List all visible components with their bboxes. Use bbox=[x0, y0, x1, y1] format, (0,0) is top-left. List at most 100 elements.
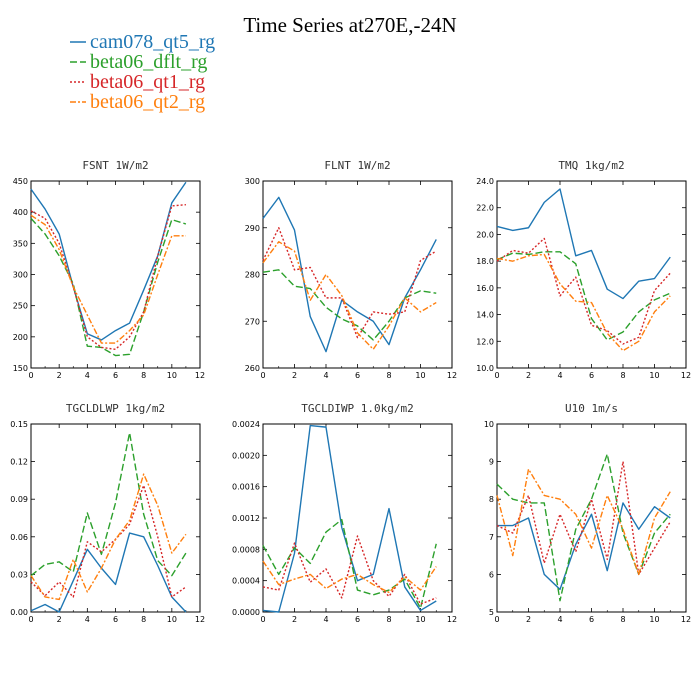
x-tick-label: 6 bbox=[589, 371, 594, 380]
x-tick-label: 0 bbox=[260, 371, 265, 380]
x-tick-label: 12 bbox=[195, 371, 205, 380]
x-tick-label: 12 bbox=[681, 615, 691, 624]
chart-panel: FLNT 1W/m2 0 2 4 6 8 10 12 260 270 280 290 300 bbox=[245, 159, 457, 380]
series-line-beta06_qt1_rg bbox=[30, 484, 187, 598]
y-tick-label: 5 bbox=[489, 608, 494, 617]
y-tick-label: 0.00 bbox=[10, 608, 28, 617]
x-tick-label: 8 bbox=[620, 371, 625, 380]
series-line-beta06_dflt_rg bbox=[262, 518, 437, 609]
series-line-beta06_qt2_rg bbox=[496, 253, 671, 352]
chart-title: TGCLDLWP 1kg/m2 bbox=[66, 402, 165, 415]
series-line-beta06_qt2_rg bbox=[30, 473, 187, 601]
series-line-beta06_qt2_rg bbox=[30, 214, 186, 344]
y-tick-label: 0.03 bbox=[10, 570, 28, 579]
legend-item: cam078_qt5_rg bbox=[70, 31, 215, 53]
series-line-beta06_dflt_rg bbox=[30, 217, 187, 357]
x-tick-label: 4 bbox=[85, 371, 90, 380]
x-tick-label: 0 bbox=[494, 371, 499, 380]
series-line-beta06_qt2_rg bbox=[262, 560, 437, 594]
y-tick-label: 9 bbox=[489, 458, 494, 467]
series-line-beta06_dflt_rg bbox=[496, 453, 671, 602]
series-line-cam078_qt5_rg bbox=[30, 532, 187, 613]
series-line-beta06_qt1_rg bbox=[262, 535, 437, 605]
y-tick-label: 0.0000 bbox=[232, 608, 260, 617]
y-tick-label: 250 bbox=[13, 302, 28, 311]
chart-title: TMQ 1kg/m2 bbox=[558, 159, 624, 172]
chart-title: FSNT 1W/m2 bbox=[82, 159, 148, 172]
x-tick-label: 12 bbox=[195, 615, 205, 624]
x-tick-label: 4 bbox=[323, 371, 328, 380]
x-tick-label: 12 bbox=[447, 371, 457, 380]
plot-frame bbox=[262, 180, 453, 369]
y-tick-label: 150 bbox=[13, 364, 28, 373]
series-line-cam078_qt5_rg bbox=[30, 181, 187, 341]
x-tick-label: 8 bbox=[386, 371, 391, 380]
y-tick-label: 8 bbox=[489, 495, 494, 504]
x-tick-label: 0 bbox=[260, 615, 265, 624]
x-tick-label: 0 bbox=[28, 371, 33, 380]
y-tick-label: 7 bbox=[489, 533, 494, 542]
x-tick-label: 4 bbox=[557, 371, 562, 380]
x-tick-label: 10 bbox=[649, 615, 659, 624]
y-tick-label: 0.06 bbox=[10, 533, 28, 542]
x-tick-label: 0 bbox=[494, 615, 499, 624]
y-tick-label: 0.0008 bbox=[232, 545, 260, 554]
y-tick-label: 10 bbox=[484, 420, 494, 429]
chart-panel: TMQ 1kg/m2 0 2 4 6 8 10 12 10.0 12.0 14.0 16.0 18.0 2… bbox=[476, 159, 691, 380]
plot-frame bbox=[30, 180, 201, 369]
legend-label: beta06_qt2_rg bbox=[90, 91, 205, 113]
series-line-beta06_qt1_rg bbox=[30, 203, 186, 350]
x-tick-label: 2 bbox=[292, 615, 297, 624]
x-tick-label: 6 bbox=[113, 371, 118, 380]
y-tick-label: 350 bbox=[13, 239, 28, 248]
x-tick-label: 10 bbox=[167, 371, 177, 380]
series-line-cam078_qt5_rg bbox=[497, 502, 671, 591]
x-tick-label: 6 bbox=[113, 615, 118, 624]
y-tick-label: 300 bbox=[245, 177, 260, 186]
chart-title: U10 1m/s bbox=[565, 402, 618, 415]
y-tick-label: 14.0 bbox=[476, 311, 494, 320]
x-tick-label: 6 bbox=[589, 615, 594, 624]
series-line-beta06_dflt_rg bbox=[262, 269, 437, 341]
y-tick-label: 12.0 bbox=[476, 337, 494, 346]
y-tick-label: 22.0 bbox=[476, 204, 494, 213]
legend: cam078_qt5_rgbeta06_dflt_rgbeta06_qt1_rg… bbox=[70, 31, 215, 113]
y-tick-label: 10.0 bbox=[476, 364, 494, 373]
figure-title: Time Series at270E,-24N bbox=[243, 13, 456, 37]
y-tick-label: 0.0004 bbox=[232, 577, 260, 586]
y-tick-label: 280 bbox=[245, 271, 260, 280]
x-tick-label: 2 bbox=[292, 371, 297, 380]
y-tick-label: 16.0 bbox=[476, 284, 494, 293]
x-tick-label: 2 bbox=[526, 371, 531, 380]
legend-item: beta06_qt1_rg bbox=[70, 71, 205, 93]
y-tick-label: 270 bbox=[245, 317, 260, 326]
x-tick-label: 0 bbox=[28, 615, 33, 624]
series-line-cam078_qt5_rg bbox=[262, 196, 437, 353]
y-tick-label: 6 bbox=[489, 570, 494, 579]
plot-frame bbox=[496, 423, 687, 613]
y-tick-label: 260 bbox=[245, 364, 260, 373]
legend-label: beta06_dflt_rg bbox=[90, 51, 207, 73]
x-tick-label: 2 bbox=[57, 615, 62, 624]
legend-label: cam078_qt5_rg bbox=[90, 31, 215, 53]
y-tick-label: 18.0 bbox=[476, 257, 494, 266]
series-line-beta06_qt1_rg bbox=[496, 460, 671, 576]
y-tick-label: 400 bbox=[13, 208, 28, 217]
x-tick-label: 8 bbox=[141, 615, 146, 624]
legend-item: beta06_qt2_rg bbox=[70, 91, 205, 113]
series-line-beta06_qt2_rg bbox=[262, 241, 437, 350]
x-tick-label: 6 bbox=[355, 615, 360, 624]
series-line-beta06_dflt_rg bbox=[30, 432, 187, 577]
y-tick-label: 450 bbox=[13, 177, 28, 186]
y-tick-label: 200 bbox=[13, 333, 28, 342]
series-line-beta06_dflt_rg bbox=[496, 251, 671, 341]
x-tick-label: 10 bbox=[167, 615, 177, 624]
chart-title: TGCLDIWP 1.0kg/m2 bbox=[301, 402, 414, 415]
x-tick-label: 4 bbox=[85, 615, 90, 624]
chart-panel: U10 1m/s 0 2 4 6 8 10 12 5 6 7 8 9 10 bbox=[484, 402, 691, 624]
y-tick-label: 0.0016 bbox=[232, 483, 260, 492]
x-tick-label: 6 bbox=[355, 371, 360, 380]
chart-title: FLNT 1W/m2 bbox=[324, 159, 390, 172]
x-tick-label: 8 bbox=[141, 371, 146, 380]
